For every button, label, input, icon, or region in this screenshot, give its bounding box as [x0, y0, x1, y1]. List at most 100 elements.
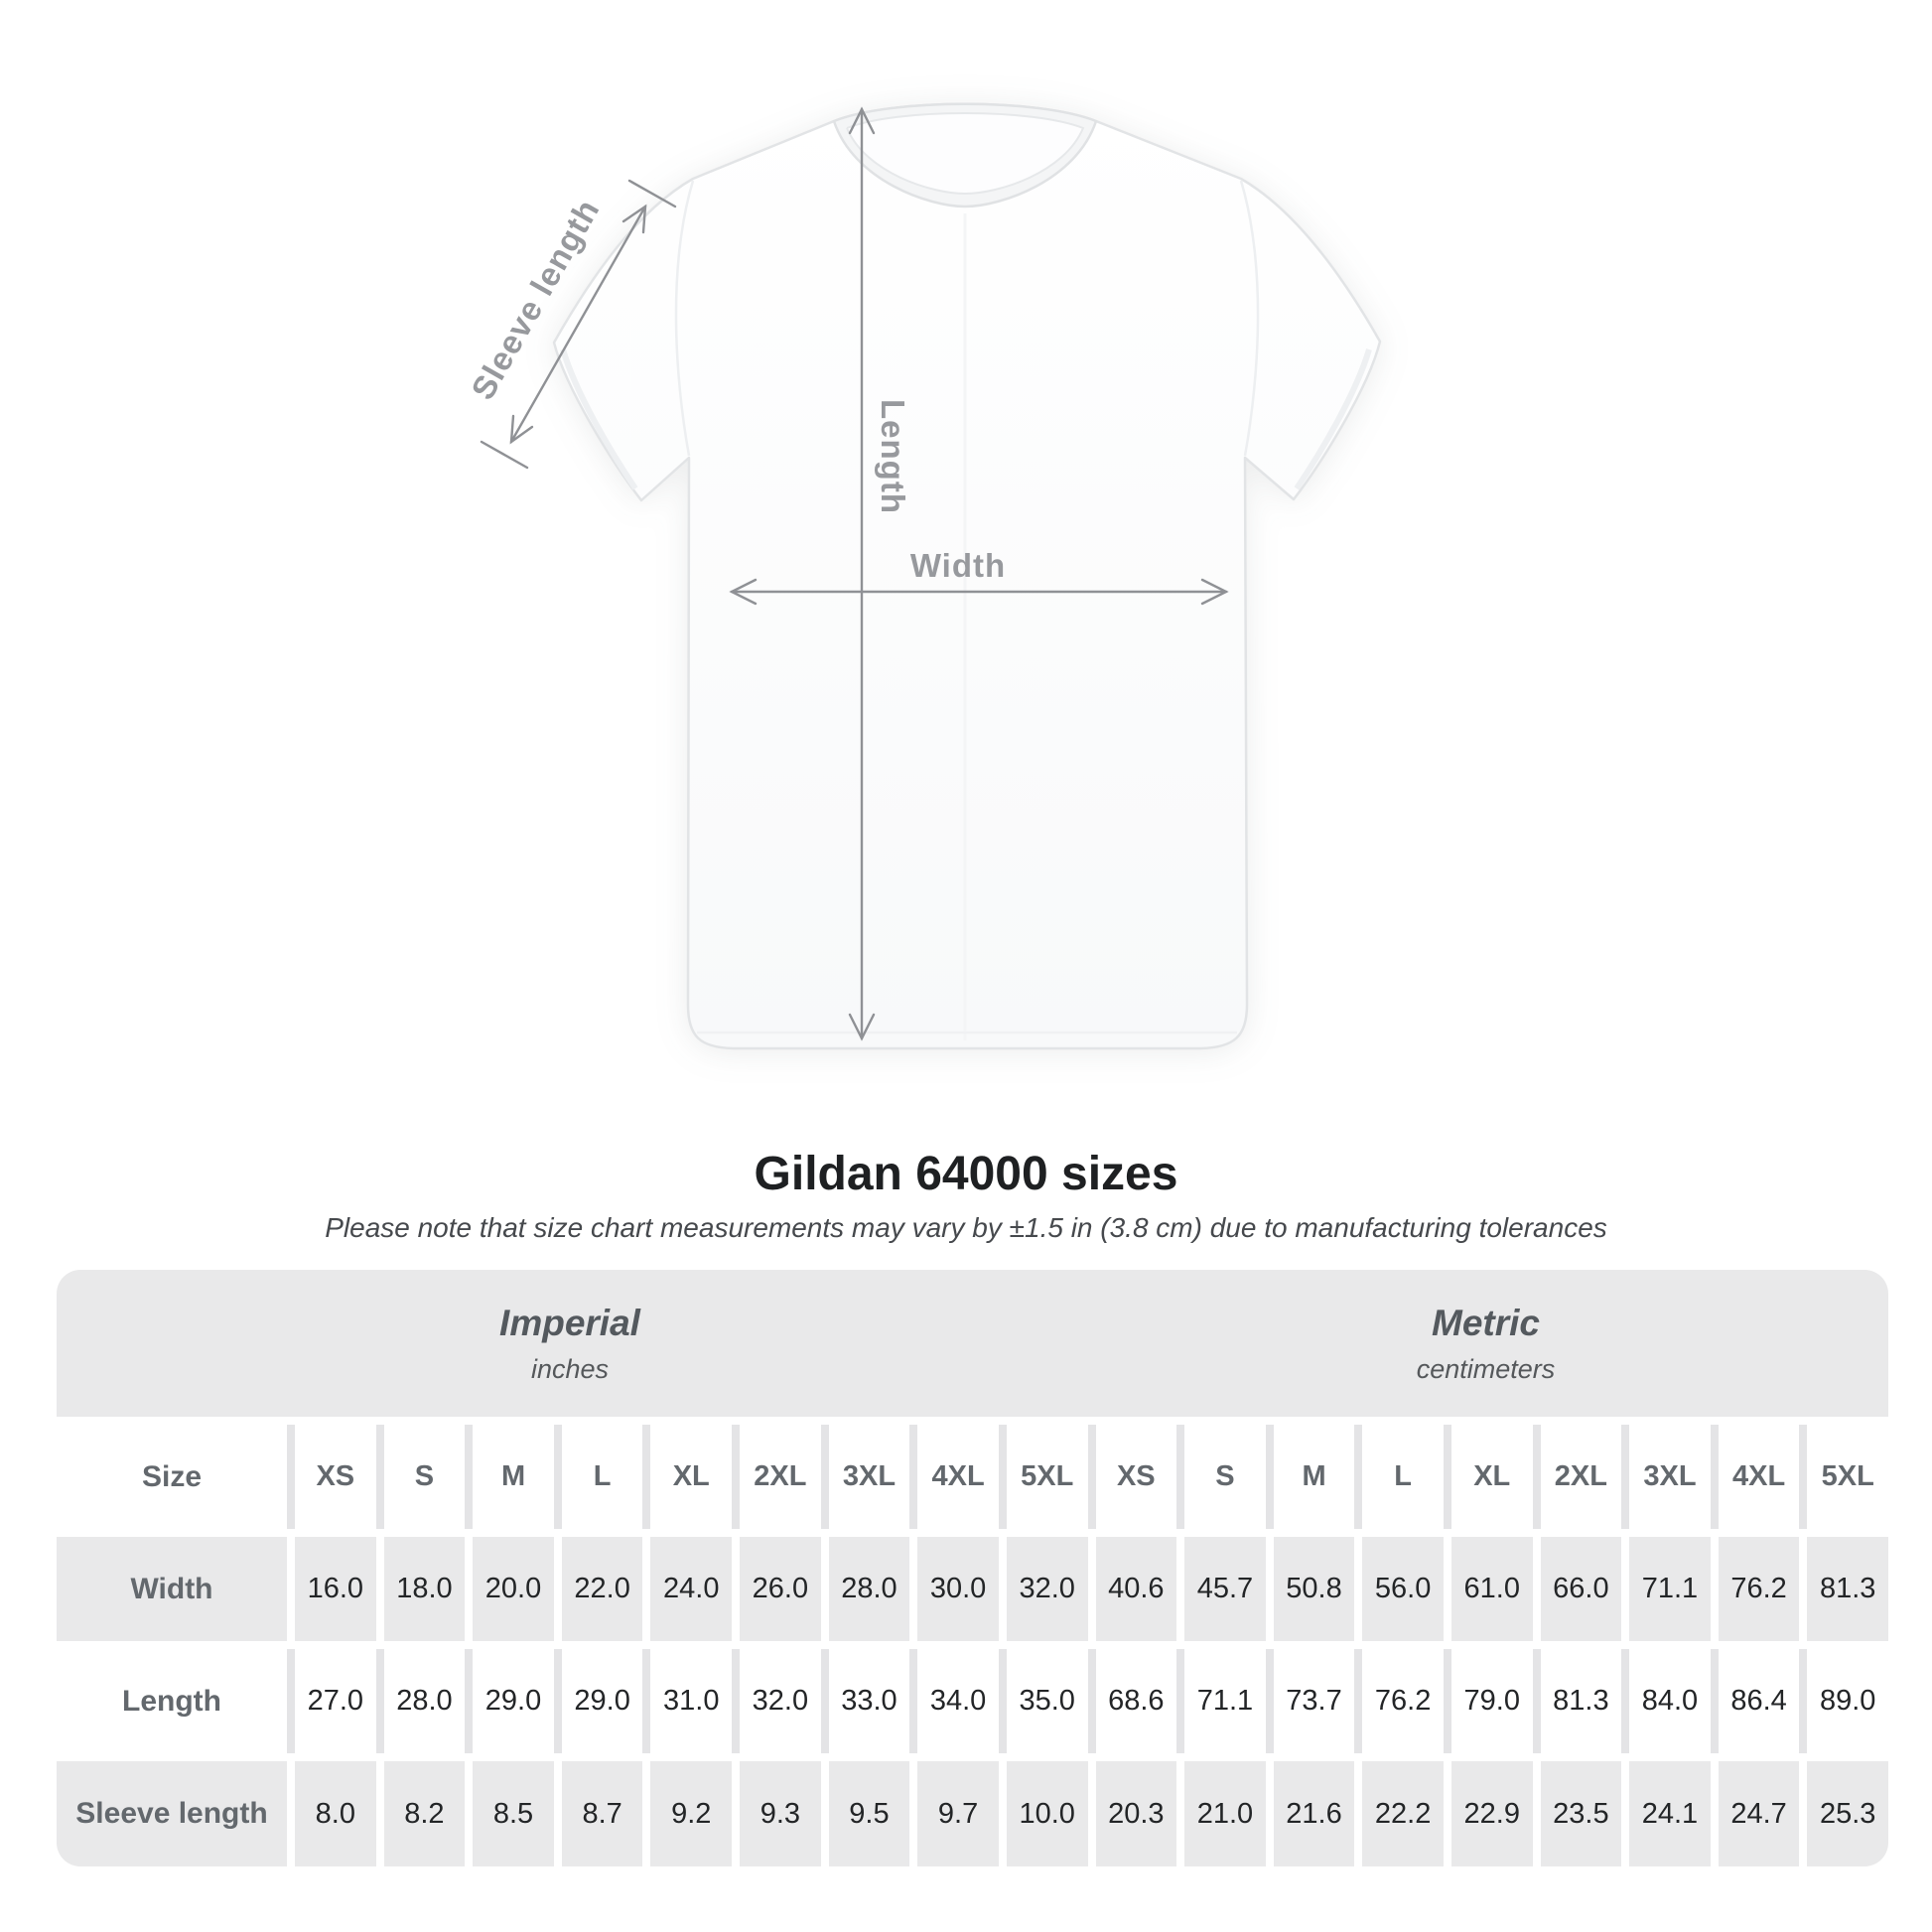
row-label-sleeve-length: Sleeve length [57, 1761, 287, 1866]
size-column-header: Size [57, 1425, 287, 1529]
length-label: Length [875, 399, 911, 514]
collar-seam [846, 112, 1085, 196]
size-header-cell: S [383, 1425, 466, 1529]
size-chart-table: Imperial inches Metric centimeters Size … [57, 1270, 1888, 1866]
size-header-cell: S [1184, 1425, 1266, 1529]
measurement-value-cell: 81.3 [1540, 1649, 1622, 1753]
size-header-row: Size XS S M L XL 2XL 3XL 4XL 5XL XS S M L XL 2XL 3XL 4XL… [57, 1425, 1888, 1529]
measurement-value-cell: 22.0 [561, 1537, 643, 1641]
measurement-value-cell: 33.0 [828, 1649, 910, 1753]
width-label: Width [910, 547, 1006, 584]
size-header-cell: 4XL [917, 1425, 999, 1529]
measurement-value-cell: 10.0 [1006, 1761, 1088, 1866]
left-armhole-seam [674, 180, 695, 457]
measurement-value-cell: 68.6 [1095, 1649, 1177, 1753]
page-title: Gildan 64000 sizes [754, 1148, 1178, 1200]
title-block: Gildan 64000 sizes Please note that size… [0, 1146, 1932, 1245]
tolerance-note: Please note that size chart measurements… [325, 1212, 1607, 1243]
measurement-value-cell: 22.9 [1450, 1761, 1533, 1866]
measurement-value-cell: 34.0 [917, 1649, 999, 1753]
measurement-value-cell: 9.3 [740, 1761, 821, 1866]
unit-section-header-row: Imperial inches Metric centimeters [57, 1270, 1888, 1417]
metric-section-header: Metric centimeters [1083, 1270, 1888, 1417]
measurement-value-cell: 20.3 [1095, 1761, 1177, 1866]
measurement-value-cell: 31.0 [650, 1649, 733, 1753]
measurement-value-cell: 16.0 [295, 1537, 376, 1641]
size-header-cell: 2XL [1540, 1425, 1622, 1529]
size-header-cell: XL [1450, 1425, 1533, 1529]
measurement-value-cell: 81.3 [1807, 1537, 1888, 1641]
measurement-value-cell: 84.0 [1629, 1649, 1711, 1753]
measurement-value-cell: 40.6 [1095, 1537, 1177, 1641]
measurement-value-cell: 25.3 [1807, 1761, 1888, 1866]
size-header-cell: M [473, 1425, 554, 1529]
measurement-value-cell: 21.6 [1273, 1761, 1355, 1866]
size-header-cell: 3XL [828, 1425, 910, 1529]
width-arrow [729, 578, 1229, 606]
size-header-cell: L [561, 1425, 643, 1529]
length-arrow [848, 106, 876, 1041]
size-header-cell: 4XL [1718, 1425, 1800, 1529]
measurement-value-cell: 66.0 [1540, 1537, 1622, 1641]
size-header-cell: 5XL [1807, 1425, 1888, 1529]
measurement-value-cell: 28.0 [828, 1537, 910, 1641]
measurement-value-cell: 61.0 [1450, 1537, 1533, 1641]
imperial-unit-label: inches [530, 1353, 610, 1384]
size-header-cell: 2XL [740, 1425, 821, 1529]
measurement-value-cell: 24.7 [1718, 1761, 1800, 1866]
measurement-value-cell: 32.0 [740, 1649, 821, 1753]
measurement-value-cell: 76.2 [1718, 1537, 1800, 1641]
row-label-length: Length [57, 1649, 287, 1753]
length-row: Length 27.0 28.0 29.0 29.0 31.0 32.0 33.0 34.0 3… [57, 1649, 1888, 1753]
tshirt-diagram-svg: Length Width Sleeve length [464, 102, 1382, 1050]
measurement-value-cell: 9.2 [650, 1761, 733, 1866]
tshirt-outline [552, 102, 1382, 1050]
measurement-value-cell: 32.0 [1006, 1537, 1088, 1641]
measurement-value-cell: 89.0 [1807, 1649, 1888, 1753]
measurement-value-cell: 18.0 [383, 1537, 466, 1641]
size-header-cell: 3XL [1629, 1425, 1711, 1529]
tshirt-graphic [552, 102, 1382, 1050]
metric-label: Metric [1432, 1302, 1540, 1343]
measurement-value-cell: 71.1 [1184, 1649, 1266, 1753]
row-label-width: Width [57, 1537, 287, 1641]
sleeve-length-row: Sleeve length 8.0 8.2 8.5 8.7 9.2 9.3 9.5 9.7 10… [57, 1761, 1888, 1866]
measurement-value-cell: 30.0 [917, 1537, 999, 1641]
measurement-value-cell: 8.5 [473, 1761, 554, 1866]
measurement-value-cell: 56.0 [1362, 1537, 1444, 1641]
measurement-value-cell: 76.2 [1362, 1649, 1444, 1753]
right-sleeve-hem [1294, 348, 1372, 490]
size-header-cell: XS [295, 1425, 376, 1529]
metric-unit-label: centimeters [1416, 1353, 1556, 1384]
imperial-section-header: Imperial inches [57, 1270, 1083, 1417]
measurement-value-cell: 28.0 [383, 1649, 466, 1753]
measurement-value-cell: 8.7 [561, 1761, 643, 1866]
measurement-value-cell: 8.2 [383, 1761, 466, 1866]
measurement-value-cell: 21.0 [1184, 1761, 1266, 1866]
right-armhole-seam [1239, 180, 1260, 457]
width-row: Width 16.0 18.0 20.0 22.0 24.0 26.0 28.0 30.0 32… [57, 1537, 1888, 1641]
size-header-cell: XS [1095, 1425, 1177, 1529]
measurement-value-cell: 27.0 [295, 1649, 376, 1753]
measurement-value-cell: 29.0 [561, 1649, 643, 1753]
left-sleeve-hem [560, 348, 638, 490]
measurement-value-cell: 29.0 [473, 1649, 554, 1753]
measurement-value-cell: 71.1 [1629, 1537, 1711, 1641]
size-header-cell: L [1362, 1425, 1444, 1529]
sleeve-length-arrow [480, 179, 677, 470]
measurement-value-cell: 9.7 [917, 1761, 999, 1866]
measurement-value-cell: 35.0 [1006, 1649, 1088, 1753]
measurement-value-cell: 45.7 [1184, 1537, 1266, 1641]
measurement-value-cell: 22.2 [1362, 1761, 1444, 1866]
measurement-value-cell: 73.7 [1273, 1649, 1355, 1753]
measurement-value-cell: 8.0 [295, 1761, 376, 1866]
size-header-cell: 5XL [1006, 1425, 1088, 1529]
measurement-value-cell: 9.5 [828, 1761, 910, 1866]
measurement-value-cell: 24.1 [1629, 1761, 1711, 1866]
size-header-cell: XL [650, 1425, 733, 1529]
measurement-value-cell: 86.4 [1718, 1649, 1800, 1753]
measurement-value-cell: 23.5 [1540, 1761, 1622, 1866]
size-header-cell: M [1273, 1425, 1355, 1529]
measurement-value-cell: 24.0 [650, 1537, 733, 1641]
